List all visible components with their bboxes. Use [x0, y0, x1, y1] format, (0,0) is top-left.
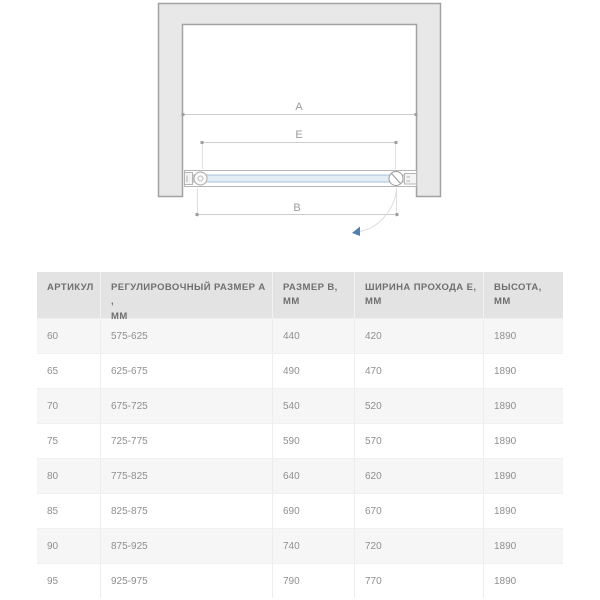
table-cell: 775-825 — [100, 459, 272, 493]
diagram-canvas: A E B — [157, 2, 442, 236]
col-header-line: ВЫСОТА, — [494, 282, 542, 293]
table-cell: 590 — [272, 424, 354, 458]
left-roller-icon — [193, 171, 208, 186]
size-table-header: АРТИКУЛ РЕГУЛИРОВОЧНЫЙ РАЗМЕР А , ММ РАЗ… — [37, 272, 563, 322]
col-header-height: ВЫСОТА, ММ — [483, 272, 563, 318]
col-header-line: ММ — [365, 296, 382, 308]
right-roller-mark — [391, 173, 401, 184]
dim-e-left-marker — [200, 141, 204, 144]
dimension-e-label: E — [295, 129, 302, 141]
table-cell: 640 — [272, 459, 354, 493]
dim-a-right-marker — [414, 113, 418, 116]
wall-outline — [157, 2, 442, 198]
table-cell: 1890 — [483, 564, 563, 598]
glass-panel — [192, 174, 410, 183]
table-cell: 725-775 — [100, 424, 272, 458]
installation-diagram: A E B — [0, 0, 600, 256]
table-cell: 540 — [272, 389, 354, 423]
table-cell: 620 — [354, 459, 483, 493]
table-cell: 825-875 — [100, 494, 272, 528]
right-bracket — [404, 173, 417, 185]
table-row: 75 725-775 590 570 1890 — [37, 423, 563, 458]
dimension-a-label: A — [295, 101, 303, 113]
table-cell: 625-675 — [100, 354, 272, 388]
dim-a-left-marker — [181, 113, 185, 116]
table-cell: 470 — [354, 354, 483, 388]
col-header-line: АРТИКУЛ — [47, 282, 94, 293]
table-cell: 60 — [47, 330, 59, 342]
left-roller-hub — [197, 175, 204, 182]
size-table: АРТИКУЛ РЕГУЛИРОВОЧНЫЙ РАЗМЕР А , ММ РАЗ… — [37, 272, 563, 598]
table-cell: 65 — [47, 365, 59, 377]
table-cell: 95 — [47, 575, 59, 587]
col-header-line: ШИРИНА ПРОХОДА Е, — [365, 282, 477, 293]
dimension-b-label: B — [293, 202, 300, 214]
left-bracket — [184, 172, 193, 185]
table-cell: 80 — [47, 470, 59, 482]
table-cell: 75 — [47, 435, 59, 447]
table-cell: 570 — [354, 424, 483, 458]
col-header-line: ММ — [283, 296, 300, 308]
table-cell: 90 — [47, 540, 59, 552]
table-row: 70 675-725 540 520 1890 — [37, 388, 563, 423]
table-cell: 1890 — [483, 529, 563, 563]
table-cell: 1890 — [483, 354, 563, 388]
size-table-body: 60 575-625 440 420 1890 65 625-675 490 470 1890 70… — [37, 318, 563, 598]
table-cell: 740 — [272, 529, 354, 563]
table-cell: 1890 — [483, 389, 563, 423]
table-cell: 1890 — [483, 424, 563, 458]
dim-e-right-marker — [394, 141, 398, 144]
direction-arrow-icon — [352, 226, 360, 236]
col-header-size-a: РЕГУЛИРОВОЧНЫЙ РАЗМЕР А , ММ — [100, 272, 272, 322]
table-row: 60 575-625 440 420 1890 — [37, 318, 563, 353]
col-header-size-b: РАЗМЕР В, ММ — [272, 272, 354, 318]
dim-b-left-marker — [195, 213, 199, 216]
table-cell: 690 — [272, 494, 354, 528]
table-cell: 420 — [354, 319, 483, 353]
col-header-line: ММ — [494, 296, 511, 308]
col-header-passage-e: ШИРИНА ПРОХОДА Е, ММ — [354, 272, 483, 318]
table-cell: 670 — [354, 494, 483, 528]
table-cell: 675-725 — [100, 389, 272, 423]
table-row: 95 925-975 790 770 1890 — [37, 563, 563, 598]
table-cell: 440 — [272, 319, 354, 353]
col-header-line: РАЗМЕР В, — [283, 282, 338, 293]
swing-arc — [358, 189, 397, 232]
table-cell: 875-925 — [100, 529, 272, 563]
dim-b-right-marker — [395, 213, 399, 216]
table-cell: 70 — [47, 400, 59, 412]
table-cell: 720 — [354, 529, 483, 563]
table-cell: 1890 — [483, 494, 563, 528]
table-cell: 520 — [354, 389, 483, 423]
table-row: 80 775-825 640 620 1890 — [37, 458, 563, 493]
table-cell: 770 — [354, 564, 483, 598]
col-header-article: АРТИКУЛ — [37, 272, 100, 318]
table-cell: 1890 — [483, 459, 563, 493]
table-row: 65 625-675 490 470 1890 — [37, 353, 563, 388]
table-cell: 490 — [272, 354, 354, 388]
table-cell: 790 — [272, 564, 354, 598]
table-row: 90 875-925 740 720 1890 — [37, 528, 563, 563]
table-cell: 1890 — [483, 319, 563, 353]
table-cell: 925-975 — [100, 564, 272, 598]
table-cell: 575-625 — [100, 319, 272, 353]
col-header-line: РЕГУЛИРОВОЧНЫЙ РАЗМЕР А , — [111, 282, 266, 308]
table-row: 85 825-875 690 670 1890 — [37, 493, 563, 528]
table-cell: 85 — [47, 505, 59, 517]
col-header-line: ММ — [111, 310, 128, 322]
